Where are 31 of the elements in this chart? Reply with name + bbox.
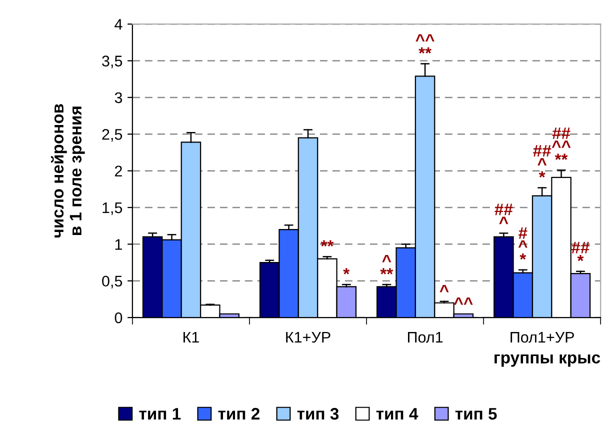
y-tick-label: 0 [114,312,122,324]
y-tick-label: 2 [114,166,122,176]
y-tick-label: 3,5 [102,56,122,68]
data-label: ** [320,240,334,246]
legend-label: тип 5 [455,408,497,420]
x-axis-title: группы крыс [494,354,600,367]
y-axis-title: число нейронов в 1 поле зрения [51,104,85,238]
legend-label: тип 3 [297,408,339,420]
data-label: ^ ** [380,255,394,274]
data-label: ## ^ [494,204,513,224]
x-tick-label: К1 [184,332,199,343]
y-tick-label: 2,5 [102,129,122,142]
data-label: ## * [571,242,590,262]
y-tick-label: 1,5 [102,202,122,215]
data-label: * [343,268,350,274]
x-tick-label: Пол1 [408,332,443,343]
data-label: # ^ * [518,227,528,260]
y-tick-label: 4 [114,19,122,30]
data-label: ## ^ * [533,145,552,178]
y-tick-label: 1 [115,239,122,250]
legend-label: тип 4 [376,408,418,420]
data-label: ## ^^ ** [552,128,571,160]
data-label: ^^ ** [416,34,434,54]
data-label: ^ [440,285,449,292]
data-label: ^^ [454,297,473,305]
y-tick-label: 3 [114,92,122,104]
legend-label: тип 1 [139,408,181,420]
x-tick-label: Пол1+УР [510,332,574,343]
legend-label: тип 2 [218,408,260,420]
x-tick-label: К1+УР [286,332,330,343]
y-tick-label: 0,5 [102,276,122,288]
